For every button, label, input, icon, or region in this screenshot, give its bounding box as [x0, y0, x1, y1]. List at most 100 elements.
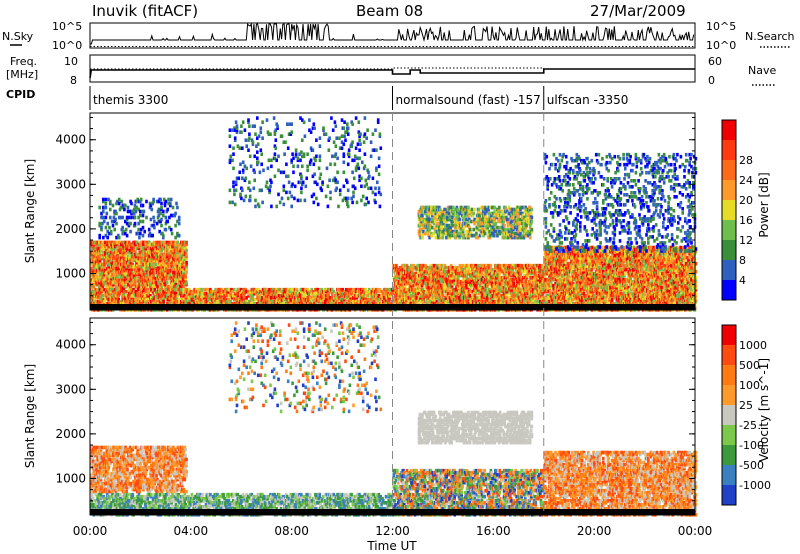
cell	[179, 256, 182, 261]
cell	[135, 254, 139, 259]
cell	[152, 246, 156, 251]
cell	[369, 154, 373, 159]
cell	[387, 300, 390, 304]
cell	[138, 282, 142, 287]
cell	[123, 207, 126, 212]
cell	[148, 258, 151, 263]
cell	[155, 298, 158, 302]
cell	[166, 207, 169, 212]
cell	[97, 242, 100, 247]
cell	[257, 296, 261, 300]
cell	[104, 205, 108, 210]
cell	[432, 273, 435, 278]
cell	[152, 302, 156, 306]
cell	[447, 277, 450, 282]
cell	[164, 268, 167, 273]
cell	[395, 265, 398, 270]
cell	[448, 285, 451, 290]
cell	[118, 302, 121, 306]
cell	[334, 152, 338, 156]
cell	[343, 134, 346, 138]
cell	[252, 168, 256, 173]
cell	[198, 294, 202, 298]
cell	[164, 282, 167, 287]
cell	[217, 302, 221, 306]
cell	[97, 300, 101, 304]
cell	[449, 277, 452, 282]
cell	[185, 291, 188, 296]
cell	[262, 298, 266, 302]
cell	[377, 298, 381, 302]
cell	[248, 289, 252, 294]
cell	[359, 142, 362, 146]
cell	[315, 154, 318, 159]
cell	[284, 298, 287, 302]
cell	[219, 289, 223, 294]
cell	[404, 298, 407, 302]
cell	[408, 287, 411, 292]
cell	[210, 291, 213, 296]
cell	[133, 282, 136, 287]
cell	[153, 278, 157, 283]
cell	[341, 294, 345, 298]
cell	[130, 211, 133, 216]
cell	[136, 300, 140, 304]
cell	[149, 248, 152, 253]
cell	[177, 254, 180, 259]
cell	[444, 287, 448, 292]
cell	[360, 176, 363, 181]
cell	[109, 289, 112, 294]
cell	[396, 267, 400, 272]
cell	[229, 300, 232, 304]
cell	[285, 296, 288, 300]
cell	[445, 275, 448, 280]
cell	[151, 242, 155, 247]
cell	[396, 289, 399, 294]
cell	[146, 302, 150, 306]
cell	[93, 266, 97, 271]
cell	[375, 166, 378, 171]
cell	[120, 270, 124, 275]
cell	[376, 180, 379, 185]
cell	[402, 275, 405, 280]
cell	[120, 276, 124, 281]
cell	[96, 282, 99, 287]
cell	[158, 276, 162, 281]
cell	[321, 180, 324, 185]
cell	[130, 302, 134, 306]
cell	[353, 154, 357, 159]
cell	[200, 287, 203, 292]
cell	[314, 180, 317, 185]
cell	[411, 302, 415, 306]
cell	[306, 168, 309, 173]
cell	[172, 278, 176, 283]
cell	[426, 283, 429, 288]
cell	[170, 264, 173, 269]
cell	[147, 291, 150, 296]
cell	[155, 280, 158, 285]
cell	[340, 118, 344, 122]
cell	[90, 278, 93, 283]
cell	[153, 258, 157, 263]
cell	[441, 271, 445, 276]
cell	[245, 296, 248, 300]
cell	[350, 196, 353, 201]
cell	[117, 233, 120, 238]
cell	[95, 302, 98, 306]
cell	[173, 242, 177, 247]
cell	[103, 258, 106, 263]
cell	[165, 280, 169, 285]
cell	[131, 296, 135, 300]
cell	[103, 300, 106, 304]
cell	[190, 291, 194, 296]
cell	[135, 294, 138, 298]
cell	[270, 300, 274, 304]
cell	[346, 162, 350, 167]
cell	[127, 215, 131, 220]
cell	[193, 300, 196, 304]
cell	[300, 150, 303, 154]
cell	[128, 256, 132, 261]
cell	[98, 276, 102, 281]
cell	[92, 252, 96, 257]
cell	[373, 148, 376, 152]
